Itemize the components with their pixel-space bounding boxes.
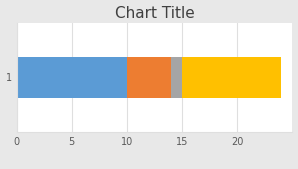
- Bar: [182, 57, 281, 98]
- Bar: [171, 57, 182, 98]
- Legend: Series1, Series2, Series3, Series4: Series1, Series2, Series3, Series4: [55, 167, 254, 169]
- Bar: [127, 57, 171, 98]
- Bar: [17, 57, 127, 98]
- Title: Chart Title: Chart Title: [115, 6, 194, 21]
